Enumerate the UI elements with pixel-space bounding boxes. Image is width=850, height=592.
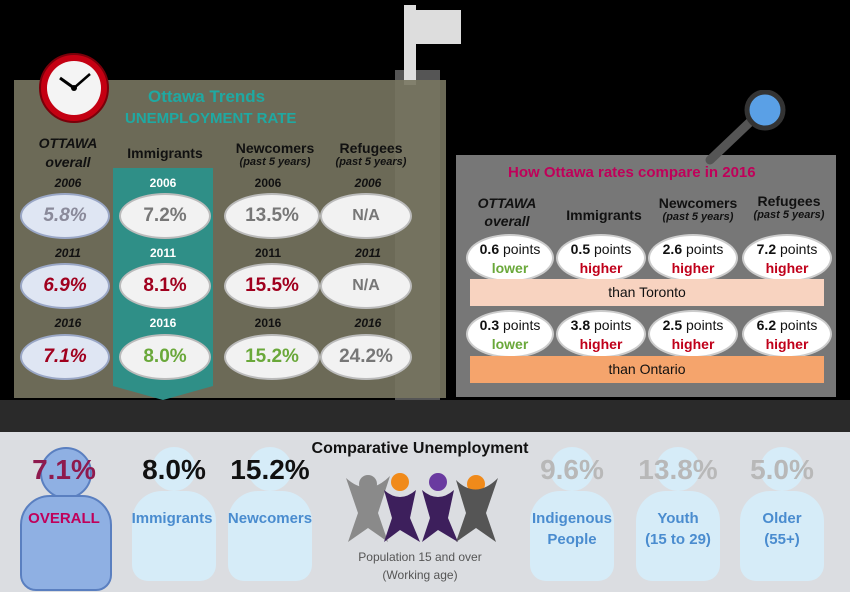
label-older: Older (55+) [762, 510, 802, 548]
year-label: 2016 [54, 316, 82, 330]
population-note-2: (Working age) [382, 568, 458, 582]
compare-header-immigrants: Immigrants [566, 207, 642, 223]
value-newcomers-2016: 15.2% [224, 334, 320, 380]
year-label: 2011 [55, 246, 81, 260]
toronto-newcomers-pill: 2.6 points higher [648, 234, 738, 282]
value-newcomers-2006: 13.5% [224, 193, 320, 239]
stat-youth: 13.8% [638, 454, 718, 485]
year-label: 2011 [254, 246, 282, 260]
value-refugees-2016: 24.2% [320, 334, 412, 380]
trends-title: Ottawa Trends [148, 87, 266, 106]
person-icon-newcomers [222, 447, 318, 587]
person-icon-overall [14, 447, 114, 591]
value-immigrants-2006: 7.2% [119, 193, 211, 239]
ontario-ottawa-pill: 0.3 points lower [466, 310, 554, 358]
year-label: 2006 [54, 176, 82, 190]
year-label: 2006 [354, 176, 382, 190]
magnifying-glass-icon [700, 89, 790, 170]
than-ontario-band: than Ontario [470, 356, 824, 383]
year-label: 2006 [254, 176, 282, 190]
stat-immigrants: 8.0% [142, 454, 206, 485]
toronto-immigrants-pill: 0.5 points higher [556, 234, 646, 282]
trends-header-ottawa: OTTAWA overall [38, 135, 98, 170]
person-icon-indigenous [524, 447, 620, 587]
compare-header-newcomers: Newcomers (past 5 years) [658, 195, 738, 223]
trends-subtitle: UNEMPLOYMENT RATE [125, 110, 297, 127]
year-label: 2011 [149, 246, 177, 260]
value-immigrants-2011: 8.1% [119, 263, 211, 309]
value-newcomers-2011: 15.5% [224, 263, 320, 309]
compare-title: How Ottawa rates compare in 2016 [508, 164, 756, 181]
ontario-immigrants-pill: 3.8 points higher [556, 310, 646, 358]
stat-overall: 7.1% [32, 454, 96, 485]
trends-header-newcomers: Newcomers (past 5 years) [235, 140, 315, 168]
toronto-refugees-pill: 7.2 points higher [742, 234, 832, 282]
clock-icon [38, 52, 110, 124]
ontario-newcomers-pill: 2.5 points higher [648, 310, 738, 358]
stat-older: 5.0% [750, 454, 814, 485]
year-label: 2011 [355, 246, 381, 260]
label-indigenous: Indigenous People [532, 510, 612, 548]
year-label: 2016 [254, 316, 282, 330]
ontario-refugees-pill: 6.2 points higher [742, 310, 832, 358]
person-icon-immigrants [126, 447, 222, 587]
label-overall: OVERALL [28, 510, 100, 527]
stat-newcomers: 15.2% [230, 454, 310, 485]
than-toronto-band: than Toronto [470, 279, 824, 306]
population-note: Population 15 and over [358, 550, 482, 564]
value-ottawa-2011: 6.9% [20, 263, 110, 309]
year-label: 2016 [149, 316, 177, 330]
value-ottawa-2016: 7.1% [20, 334, 110, 380]
trends-header-refugees: Refugees (past 5 years) [335, 140, 407, 168]
label-immigrants: Immigrants [131, 510, 213, 527]
value-immigrants-2016: 8.0% [119, 334, 211, 380]
value-refugees-2011: N/A [320, 263, 412, 309]
trends-header-immigrants: Immigrants [127, 145, 203, 161]
stat-indigenous: 9.6% [540, 454, 604, 485]
comparative-title: Comparative Unemployment [311, 440, 529, 457]
value-refugees-2006: N/A [320, 193, 412, 239]
compare-header-refugees: Refugees (past 5 years) [753, 193, 825, 221]
label-youth: Youth (15 to 29) [645, 510, 711, 548]
compare-header-ottawa: OTTAWA overall [477, 195, 537, 229]
value-ottawa-2006: 5.8% [20, 193, 110, 239]
year-label: 2006 [149, 176, 177, 190]
person-icon-older [734, 447, 830, 587]
toronto-ottawa-pill: 0.6 points lower [466, 234, 554, 282]
person-icon-youth [630, 447, 726, 587]
year-label: 2016 [354, 316, 382, 330]
people-logo-icon [338, 468, 506, 544]
label-newcomers: Newcomers [227, 510, 313, 527]
